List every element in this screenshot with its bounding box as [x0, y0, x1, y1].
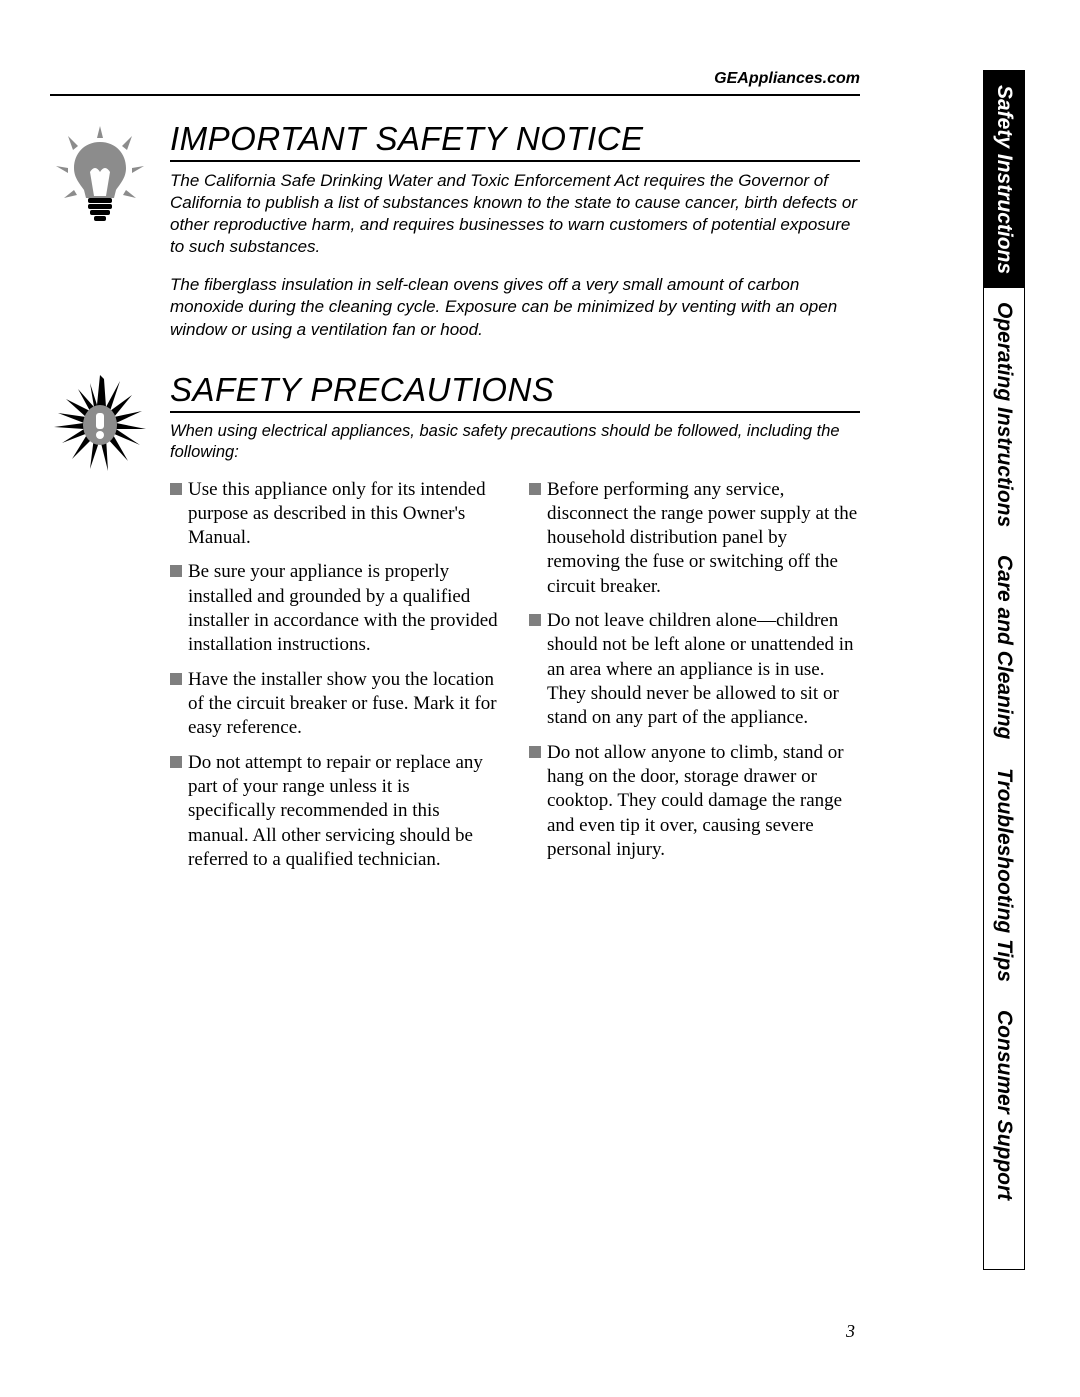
list-item: Be sure your appliance is properly insta…: [170, 560, 501, 657]
precautions-title: SAFETY PRECAUTIONS: [170, 371, 860, 413]
bullet-icon: [170, 673, 182, 685]
page-content: GEAppliances.com: [50, 70, 1030, 912]
bullet-text: Have the installer show you the location…: [188, 668, 501, 741]
bullet-text: Before performing any service, disconnec…: [547, 478, 860, 600]
top-rule: [50, 94, 860, 96]
bullet-text: Be sure your appliance is properly insta…: [188, 560, 501, 657]
sidebar-tabs: Safety Instructions Operating Instructio…: [983, 70, 1025, 1270]
bullet-text: Do not attempt to repair or replace any …: [188, 751, 501, 873]
precautions-intro: When using electrical appliances, basic …: [170, 421, 860, 464]
left-column: Use this appliance only for its intended…: [170, 478, 501, 883]
list-item: Have the installer show you the location…: [170, 668, 501, 741]
bullet-text: Do not leave children alone—children sho…: [547, 609, 860, 731]
bullet-icon: [529, 483, 541, 495]
list-item: Before performing any service, disconnec…: [529, 478, 860, 600]
tab-safety-instructions[interactable]: Safety Instructions: [984, 71, 1024, 288]
precautions-columns: Use this appliance only for its intended…: [170, 478, 860, 883]
header-url: GEAppliances.com: [50, 70, 1030, 94]
lightbulb-burst-icon: [50, 124, 150, 224]
safety-precautions-section: SAFETY PRECAUTIONS When using electrical…: [50, 371, 1030, 883]
list-item: Do not leave children alone—children sho…: [529, 609, 860, 731]
bullet-icon: [170, 565, 182, 577]
bullet-icon: [170, 756, 182, 768]
explosion-burst-icon: [50, 375, 150, 475]
page-number: 3: [846, 1321, 855, 1342]
tab-consumer-support[interactable]: Consumer Support: [984, 996, 1024, 1214]
bullet-text: Do not allow anyone to climb, stand or h…: [547, 741, 860, 863]
right-column: Before performing any service, disconnec…: [529, 478, 860, 883]
list-item: Use this appliance only for its intended…: [170, 478, 501, 551]
notice-paragraph-1: The California Safe Drinking Water and T…: [170, 170, 860, 258]
bullet-text: Use this appliance only for its intended…: [188, 478, 501, 551]
safety-notice-section: IMPORTANT SAFETY NOTICE The California S…: [50, 120, 1030, 341]
bullet-icon: [529, 746, 541, 758]
bullet-icon: [529, 614, 541, 626]
notice-content: IMPORTANT SAFETY NOTICE The California S…: [170, 120, 1030, 341]
list-item: Do not allow anyone to climb, stand or h…: [529, 741, 860, 863]
precautions-icon-col: [50, 371, 170, 883]
tab-operating-instructions[interactable]: Operating Instructions: [984, 288, 1024, 541]
notice-title: IMPORTANT SAFETY NOTICE: [170, 120, 860, 162]
tab-care-and-cleaning[interactable]: Care and Cleaning: [984, 541, 1024, 753]
bullet-icon: [170, 483, 182, 495]
list-item: Do not attempt to repair or replace any …: [170, 751, 501, 873]
tab-troubleshooting-tips[interactable]: Troubleshooting Tips: [984, 754, 1024, 996]
notice-paragraph-2: The fiberglass insulation in self-clean …: [170, 274, 860, 340]
notice-icon-col: [50, 120, 170, 341]
precautions-content: SAFETY PRECAUTIONS When using electrical…: [170, 371, 1030, 883]
